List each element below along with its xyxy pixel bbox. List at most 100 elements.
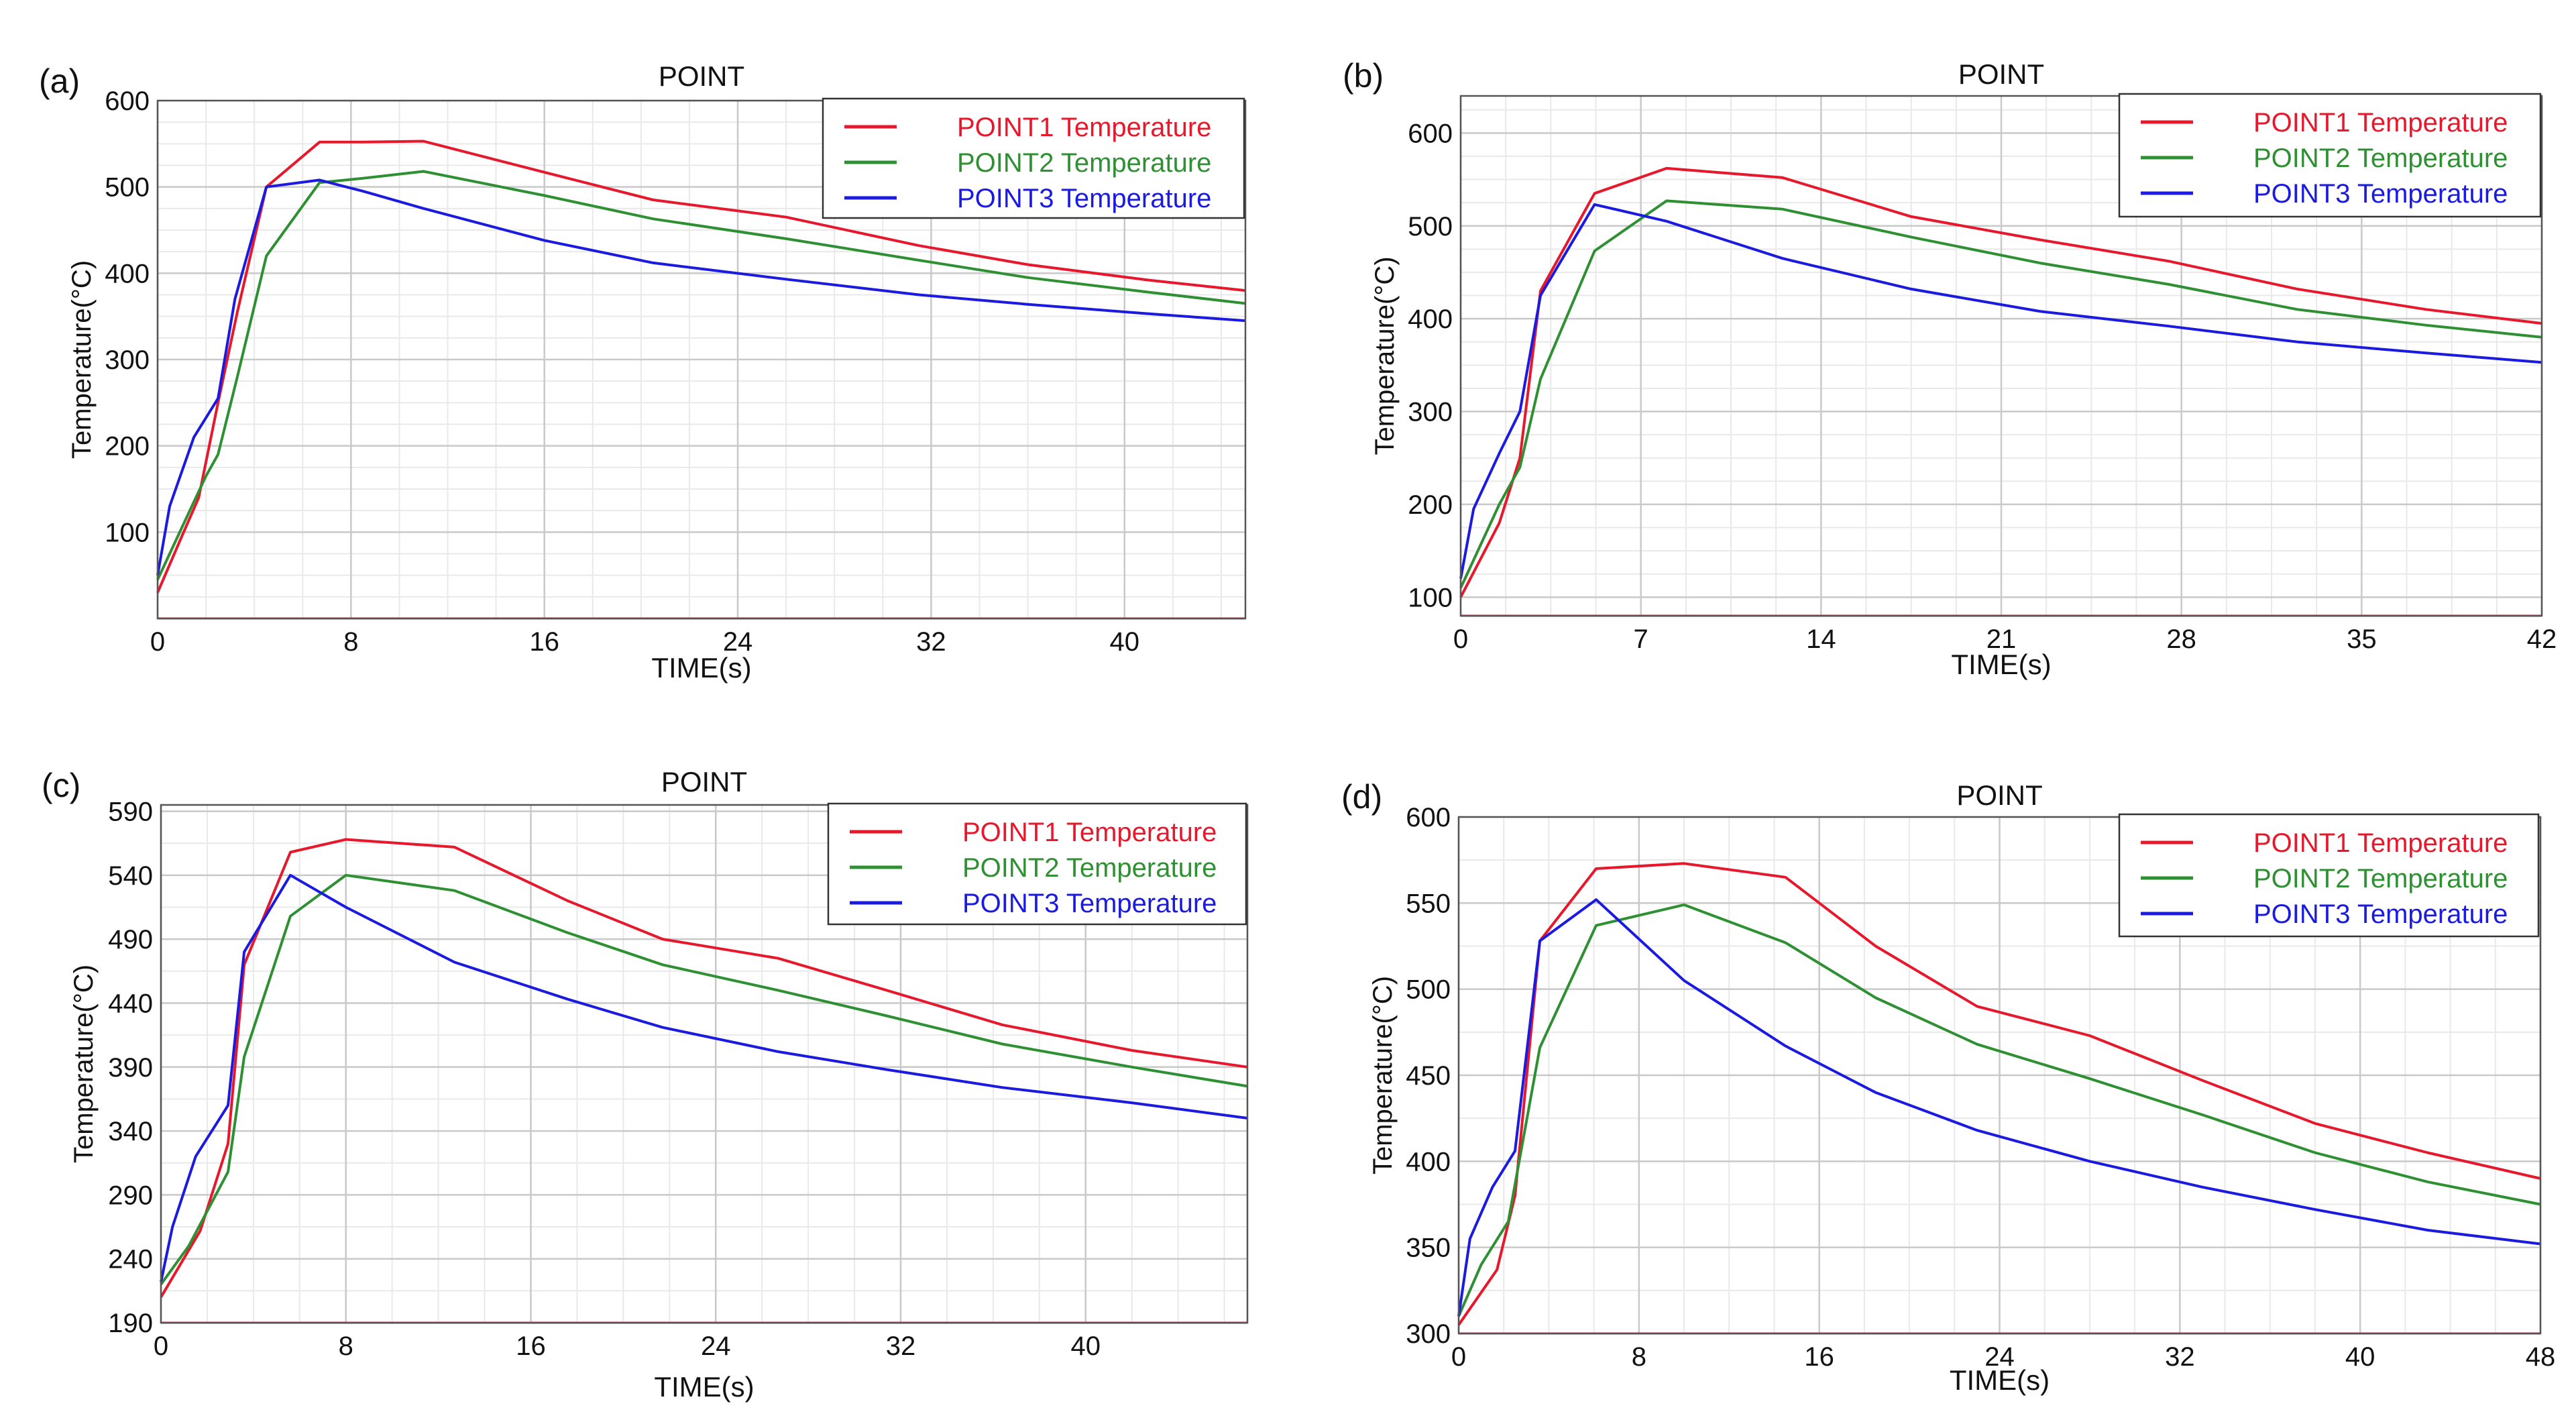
x-tick-label: 42 bbox=[2527, 624, 2557, 654]
chart-title: POINT bbox=[661, 766, 747, 798]
y-tick-label: 200 bbox=[1408, 490, 1453, 520]
chart-panel-3: 0 8 16 24 32 40 190 240 290 340 390 440 490 540 590 (c)… bbox=[42, 766, 1249, 1403]
x-tick-label: 24 bbox=[701, 1331, 731, 1361]
x-tick-label: 8 bbox=[1632, 1342, 1646, 1372]
grid bbox=[156, 99, 1245, 619]
y-tick-label: 300 bbox=[1408, 398, 1453, 427]
y-tick-label: 340 bbox=[108, 1117, 153, 1146]
legend-label-point2: POINT2 Temperature bbox=[962, 853, 1217, 883]
y-axis-label: Temperature(°C) bbox=[67, 260, 97, 459]
chart-panel-4: 0 8 16 24 32 40 48 300 350 400 450 500 550 600 (d) POIN… bbox=[1341, 778, 2555, 1396]
y-tick-label: 490 bbox=[108, 925, 153, 954]
legend-label-point3: POINT3 Temperature bbox=[962, 889, 1217, 918]
legend: POINT1 Temperature POINT2 Temperature POIN… bbox=[822, 97, 1245, 219]
series-line-point3 bbox=[1457, 898, 2541, 1317]
y-tick-label: 450 bbox=[1406, 1061, 1451, 1091]
plot-border bbox=[160, 804, 1249, 1324]
series-line-point1 bbox=[160, 838, 1248, 1298]
y-tick-label: 300 bbox=[105, 345, 150, 375]
y-tick-label: 400 bbox=[105, 259, 150, 288]
panel-label: (b) bbox=[1343, 57, 1384, 95]
x-tick-label: 7 bbox=[1634, 624, 1648, 654]
y-tick-label: 600 bbox=[1408, 119, 1453, 148]
series-line-point2 bbox=[160, 873, 1248, 1285]
y-tick-label: 290 bbox=[108, 1181, 153, 1210]
legend-box bbox=[2118, 93, 2542, 218]
series-line-point3 bbox=[160, 873, 1248, 1282]
x-tick-label: 16 bbox=[1804, 1342, 1834, 1372]
chart-title: POINT bbox=[1958, 58, 2044, 90]
y-tick-label: 350 bbox=[1406, 1234, 1451, 1263]
panel-label: (a) bbox=[39, 62, 80, 100]
y-tick-label: 240 bbox=[108, 1245, 153, 1274]
legend: POINT1 Temperature POINT2 Temperature POIN… bbox=[2118, 813, 2540, 938]
x-tick-label: 32 bbox=[2165, 1342, 2195, 1372]
y-axis-label: Temperature(°C) bbox=[1370, 256, 1400, 455]
x-axis-label: TIME(s) bbox=[654, 1371, 754, 1403]
legend: POINT1 Temperature POINT2 Temperature POIN… bbox=[827, 802, 1247, 926]
chart-title: POINT bbox=[1956, 779, 2042, 811]
legend-label-point3: POINT3 Temperature bbox=[957, 184, 1211, 213]
x-tick-label: 16 bbox=[516, 1331, 546, 1361]
y-tick-label: 600 bbox=[1406, 803, 1451, 832]
y-tick-label: 400 bbox=[1406, 1147, 1451, 1177]
y-tick-label: 300 bbox=[1406, 1319, 1451, 1349]
y-axis-label: Temperature(°C) bbox=[1368, 976, 1398, 1175]
y-tick-label: 190 bbox=[108, 1309, 153, 1338]
chart-panel-1: 0 8 16 24 32 40 100 200 300 400 500 600 (a) POINT TIME… bbox=[39, 60, 1247, 684]
chart-title: POINT bbox=[659, 60, 744, 92]
x-tick-label: 35 bbox=[2347, 624, 2377, 654]
legend-label-point1: POINT1 Temperature bbox=[962, 818, 1217, 847]
x-tick-label: 16 bbox=[529, 627, 559, 657]
x-tick-label: 40 bbox=[1070, 1331, 1101, 1361]
panel-label: (c) bbox=[42, 767, 80, 804]
x-tick-label: 14 bbox=[1806, 624, 1836, 654]
y-axis-label: Temperature(°C) bbox=[69, 965, 99, 1163]
legend-box bbox=[2118, 813, 2540, 938]
legend-label-point1: POINT1 Temperature bbox=[957, 113, 1211, 142]
series-line-point1 bbox=[156, 140, 1246, 594]
y-tick-label: 500 bbox=[105, 173, 150, 203]
y-tick-label: 100 bbox=[105, 518, 150, 547]
x-tick-label: 21 bbox=[1986, 624, 2017, 654]
legend-label-point2: POINT2 Temperature bbox=[957, 148, 1211, 178]
x-tick-label: 0 bbox=[150, 627, 165, 657]
plot-border bbox=[1457, 816, 2542, 1335]
y-tick-label: 600 bbox=[105, 87, 150, 116]
series-line-point3 bbox=[156, 178, 1246, 576]
x-tick-label: 32 bbox=[886, 1331, 916, 1361]
series-line-point2 bbox=[1459, 199, 2542, 589]
legend-label-point1: POINT1 Temperature bbox=[2253, 828, 2508, 858]
x-tick-label: 0 bbox=[1451, 1342, 1466, 1372]
series-line-point1 bbox=[1457, 862, 2541, 1326]
y-tick-label: 200 bbox=[105, 432, 150, 461]
legend-label-point1: POINT1 Temperature bbox=[2253, 108, 2508, 138]
panel-label: (d) bbox=[1341, 778, 1382, 816]
series-line-point2 bbox=[156, 170, 1246, 580]
series-line-point2 bbox=[1457, 903, 2541, 1317]
plot-border bbox=[1459, 95, 2543, 617]
y-tick-label: 550 bbox=[1406, 889, 1451, 918]
y-tick-label: 100 bbox=[1408, 583, 1453, 612]
y-tick-label: 590 bbox=[108, 798, 153, 827]
legend: POINT1 Temperature POINT2 Temperature POIN… bbox=[2118, 93, 2542, 218]
x-axis-label: TIME(s) bbox=[1950, 1364, 2050, 1396]
x-axis-label: TIME(s) bbox=[651, 652, 751, 684]
series-line-point3 bbox=[1459, 203, 2542, 579]
legend-label-point2: POINT2 Temperature bbox=[2253, 864, 2508, 893]
x-tick-label: 24 bbox=[723, 627, 753, 657]
legend-label-point2: POINT2 Temperature bbox=[2253, 144, 2508, 173]
y-tick-label: 440 bbox=[108, 989, 153, 1018]
x-tick-label: 0 bbox=[1453, 624, 1468, 654]
legend-label-point3: POINT3 Temperature bbox=[2253, 179, 2508, 209]
x-tick-label: 40 bbox=[2345, 1342, 2375, 1372]
chart-panel-2: 0 7 14 21 28 35 42 100 200 300 400 500 600 (b) POINT TI… bbox=[1343, 57, 2557, 680]
y-tick-label: 540 bbox=[108, 861, 153, 891]
y-tick-label: 500 bbox=[1408, 212, 1453, 241]
x-tick-label: 8 bbox=[343, 627, 358, 657]
x-tick-label: 8 bbox=[339, 1331, 353, 1361]
legend-label-point3: POINT3 Temperature bbox=[2253, 899, 2508, 929]
y-tick-label: 390 bbox=[108, 1053, 153, 1083]
x-tick-label: 32 bbox=[916, 627, 946, 657]
